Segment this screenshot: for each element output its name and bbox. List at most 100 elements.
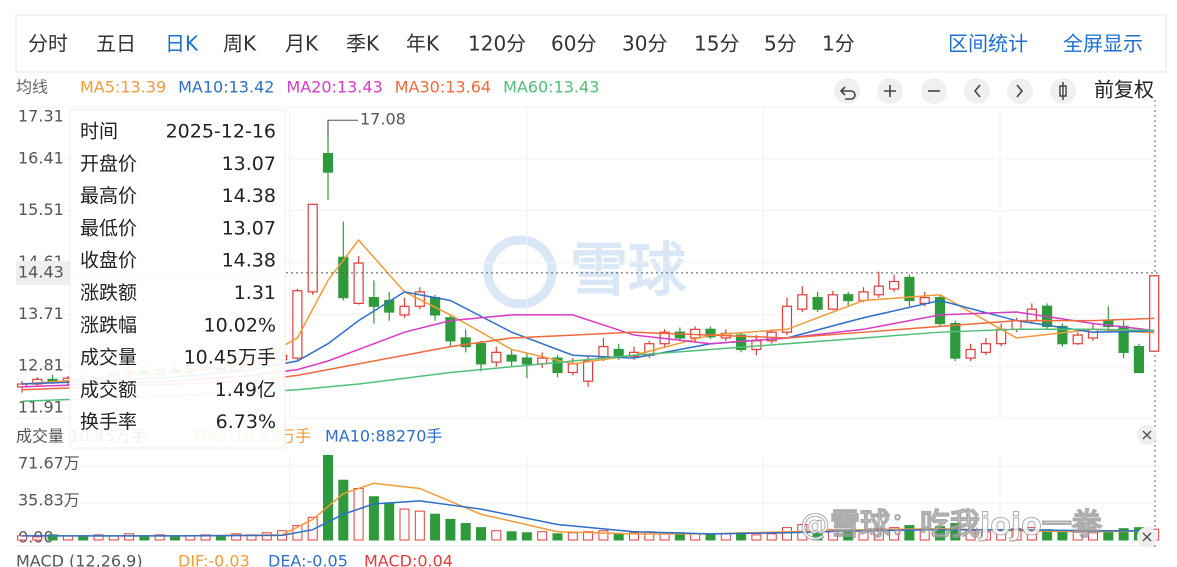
volume-bar (751, 534, 762, 541)
watermark-text: 雪球 (570, 236, 687, 304)
adjust-button[interactable]: 前复权 (1094, 78, 1154, 102)
tool-link[interactable]: 全屏显示 (1063, 32, 1143, 56)
volume-bar (47, 534, 58, 541)
volume-bar (950, 523, 961, 541)
volume-bar (659, 533, 670, 541)
tooltip: 时间 2025-12-16 开盘价 13.07 最高价 14.38 最低价 13.07 收盘价 1… (69, 109, 286, 449)
max-pointer (327, 119, 358, 139)
tab[interactable]: 30分 (622, 32, 667, 56)
y-tick-label: 35.83万 (18, 491, 80, 510)
candle-body (399, 305, 410, 316)
volume-bar (430, 513, 441, 541)
candle-body (1133, 345, 1145, 374)
volume-bar (124, 533, 135, 541)
volume-bar (690, 533, 701, 541)
tooltip-label: 换手率 (80, 411, 137, 433)
candle-body (1057, 325, 1068, 345)
candle-body (888, 280, 900, 290)
volume-bar (889, 527, 900, 541)
right-icon (1016, 84, 1024, 98)
left-icon (973, 84, 981, 98)
tab[interactable]: 月K (285, 32, 319, 56)
tooltip-label: 涨跌额 (80, 282, 137, 304)
volume-bar (353, 487, 364, 541)
candle-body (506, 354, 517, 362)
y-tick-label: 71.67万 (18, 454, 80, 473)
volume-bar (368, 496, 379, 541)
tooltip-value: 2025-12-16 (166, 121, 276, 143)
credit-watermark: @雪球：吃我jojo一拳 (800, 508, 1103, 543)
tab[interactable]: 年K (406, 32, 440, 56)
tooltip-value: 1.49亿 (215, 379, 276, 401)
tab[interactable]: 15分 (694, 32, 739, 56)
macd-legend: MACD:0.04 (364, 552, 453, 567)
candle-body (950, 322, 961, 359)
tooltip-label: 成交量 (80, 347, 137, 369)
close-buttons (1137, 425, 1157, 547)
ma-label: 均线 (16, 78, 48, 97)
volume-bar (261, 532, 272, 541)
volume-bar (613, 533, 624, 541)
y-tick-label: 12.81 (18, 356, 64, 375)
volume-bar (32, 536, 43, 541)
tab[interactable]: 日K (165, 32, 199, 56)
volume-bar (414, 510, 425, 541)
candle-body (521, 357, 533, 365)
undo-icon (839, 86, 856, 100)
tooltip-label: 最高价 (80, 185, 137, 207)
tab[interactable]: 120分 (468, 32, 526, 56)
candle-body (1087, 328, 1099, 339)
candle-body (674, 331, 686, 339)
tab[interactable]: 1分 (822, 32, 855, 56)
tooltip-value: 14.38 (222, 185, 276, 207)
volume-bar (782, 527, 792, 541)
candle-body (307, 203, 318, 293)
volume-bar (445, 518, 456, 541)
candle-body (338, 256, 349, 299)
tab[interactable]: 5分 (764, 32, 797, 56)
volume-bar (904, 525, 915, 541)
volume-bar (965, 530, 976, 541)
macd-legend: DIF:-0.03 (178, 552, 250, 567)
candle-body (934, 297, 946, 325)
candle-icon (1059, 82, 1067, 100)
y-tick-label: 17.31 (18, 107, 64, 126)
volume-bar (980, 531, 991, 541)
volume-legend: MA10:88270手 (325, 427, 442, 446)
y-tick-label: 16.41 (18, 148, 64, 167)
candle-body (797, 294, 808, 310)
volume-bar (154, 534, 165, 541)
tool-link[interactable]: 区间统计 (948, 32, 1028, 56)
volume-bar (323, 454, 333, 541)
volume-bar (766, 533, 777, 541)
volume-bar (506, 531, 517, 541)
ma-legend: MA10:13.42 (178, 78, 274, 97)
candle-body (613, 348, 624, 357)
candle-body (475, 343, 487, 365)
volume-bar (720, 533, 731, 541)
volume-bar (307, 516, 318, 541)
candle-body (873, 285, 884, 296)
plus-icon (884, 85, 896, 97)
watermark-logo (483, 235, 557, 309)
tooltip-value: 13.07 (222, 217, 276, 239)
volume-bar (231, 533, 242, 541)
tab[interactable]: 周K (223, 32, 257, 56)
candle-body (353, 262, 364, 304)
tooltip-label: 时间 (80, 121, 118, 143)
tooltip-label: 成交额 (80, 379, 137, 401)
volume-bar (338, 479, 349, 541)
tab[interactable]: 分时 (28, 32, 68, 56)
left-button[interactable] (964, 78, 990, 104)
tab[interactable]: 60分 (551, 32, 596, 56)
tooltip-value: 10.45万手 (184, 347, 276, 369)
tab[interactable]: 季K (346, 32, 380, 56)
tab[interactable]: 五日 (96, 32, 136, 56)
candle-body (1072, 334, 1083, 345)
last-price-label: 14.43 (18, 262, 64, 281)
candle-body (491, 351, 502, 363)
volume-bar (93, 534, 104, 541)
volume-bar (399, 508, 410, 541)
right-button[interactable] (1007, 78, 1033, 104)
candle-body (827, 294, 839, 310)
